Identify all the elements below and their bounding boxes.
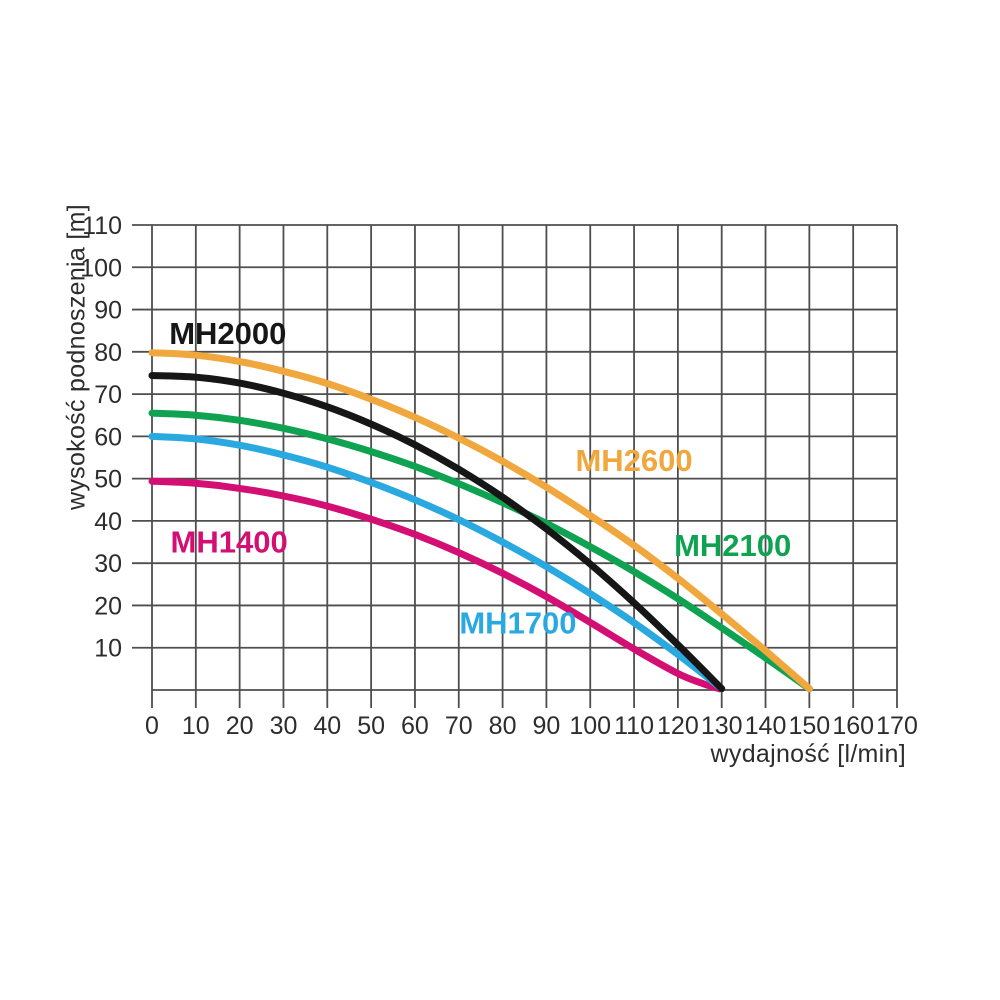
svg-text:20: 20 <box>94 592 122 620</box>
curve-MH2000 <box>148 372 726 693</box>
svg-text:50: 50 <box>94 466 122 494</box>
svg-text:90: 90 <box>94 297 122 325</box>
curve-MH2600 <box>148 349 813 693</box>
series-label-MH2000: MH2000 <box>169 316 286 351</box>
svg-text:30: 30 <box>94 550 122 578</box>
svg-text:10: 10 <box>94 635 122 663</box>
svg-text:10: 10 <box>182 712 210 740</box>
svg-text:100: 100 <box>569 712 611 740</box>
svg-text:100: 100 <box>80 254 122 282</box>
svg-text:70: 70 <box>94 381 122 409</box>
series-label-MH1700: MH1700 <box>459 606 576 641</box>
curve-labels: MH1400 MH1700 MH2100 MH2000 MH2600 <box>169 316 791 641</box>
series-label-MH1400: MH1400 <box>171 524 288 559</box>
svg-text:30: 30 <box>270 712 298 740</box>
svg-text:150: 150 <box>788 712 830 740</box>
svg-text:80: 80 <box>489 712 517 740</box>
svg-text:140: 140 <box>745 712 787 740</box>
svg-text:50: 50 <box>357 712 385 740</box>
svg-text:0: 0 <box>145 712 159 740</box>
curve-MH2100 <box>148 409 813 693</box>
svg-text:170: 170 <box>876 712 918 740</box>
svg-text:110: 110 <box>82 212 122 240</box>
series-label-MH2100: MH2100 <box>674 528 791 563</box>
svg-text:70: 70 <box>445 712 473 740</box>
curve-MH1700 <box>148 432 726 693</box>
curves <box>148 349 813 693</box>
svg-text:160: 160 <box>832 712 874 740</box>
curve-MH1400 <box>148 477 723 693</box>
svg-text:60: 60 <box>94 423 122 451</box>
svg-text:90: 90 <box>533 712 561 740</box>
y-tick-labels: 10 20 30 40 50 60 70 80 90 100 110 <box>80 212 122 663</box>
svg-text:110: 110 <box>614 712 654 740</box>
svg-text:120: 120 <box>657 712 699 740</box>
svg-text:20: 20 <box>226 712 254 740</box>
svg-text:40: 40 <box>94 508 122 536</box>
x-axis-title: wydajność [l/min] <box>710 740 906 768</box>
svg-text:40: 40 <box>313 712 341 740</box>
series-label-MH2600: MH2600 <box>575 443 692 478</box>
svg-text:130: 130 <box>701 712 743 740</box>
svg-text:60: 60 <box>401 712 429 740</box>
x-tick-labels: 0 10 20 30 40 50 60 70 80 90 100 110 120 130 140 150 160… <box>145 712 918 740</box>
svg-text:80: 80 <box>94 339 122 367</box>
